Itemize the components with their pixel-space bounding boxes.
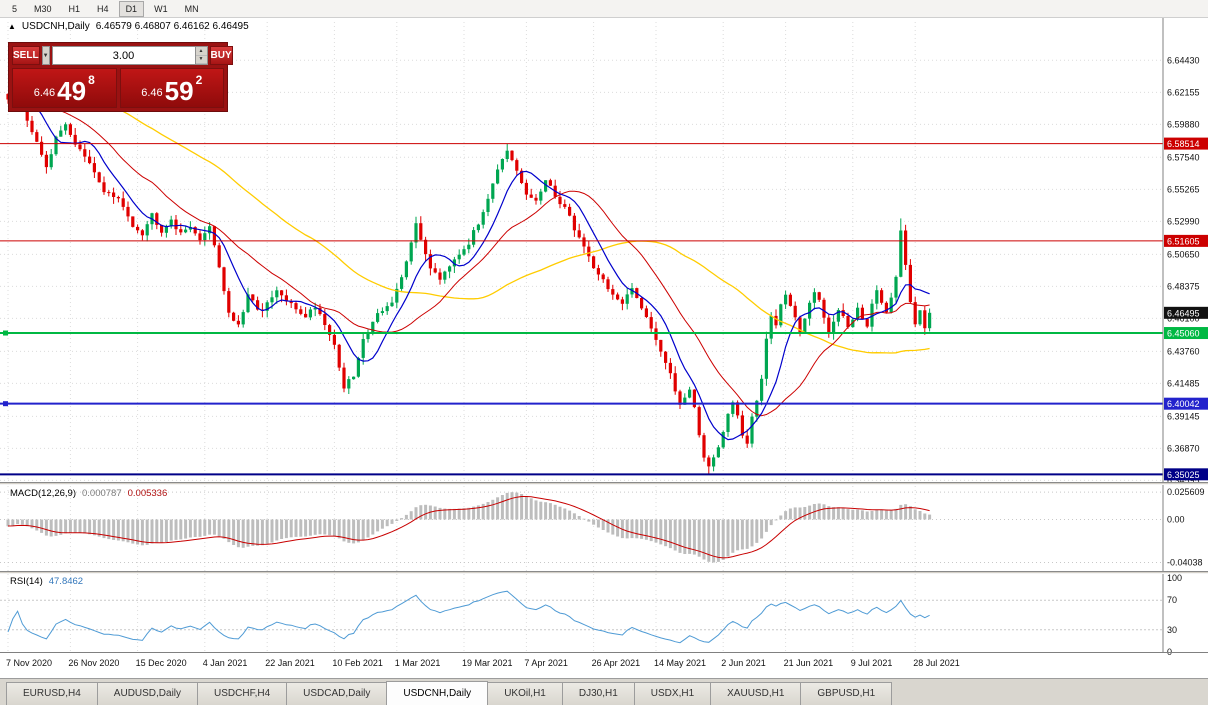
volume-input[interactable] [52,47,195,64]
timeframe-toolbar: 5 M30 H1 H4 D1 W1 MN [0,0,1208,18]
candles-layer [6,68,932,474]
svg-text:100: 100 [1167,573,1182,583]
buy-price-point: 2 [195,73,203,87]
symbol-tabs: EURUSD,H4 AUDUSD,Daily USDCHF,H4 USDCAD,Dai… [0,678,1208,705]
volume-increase-button[interactable]: ▲ [195,47,207,56]
tab-eurusd[interactable]: EURUSD,H4 [6,682,98,705]
svg-text:6.64430: 6.64430 [1167,55,1200,65]
svg-text:7 Apr 2021: 7 Apr 2021 [524,658,568,668]
svg-text:22 Jan 2021: 22 Jan 2021 [265,658,315,668]
svg-text:28 Jul 2021: 28 Jul 2021 [913,658,960,668]
timeframe-button-5[interactable]: 5 [5,1,24,17]
timeframe-button-mn[interactable]: MN [178,1,206,17]
svg-text:6.58514: 6.58514 [1167,139,1200,149]
svg-text:26 Apr 2021: 26 Apr 2021 [592,658,641,668]
sell-price-display[interactable]: 6.46 49 8 [12,68,117,108]
buy-price-prefix: 6.46 [141,87,163,99]
svg-text:6.45060: 6.45060 [1167,329,1200,339]
timeframe-button-m30[interactable]: M30 [27,1,59,17]
svg-text:15 Dec 2020: 15 Dec 2020 [136,658,187,668]
svg-text:10 Feb 2021: 10 Feb 2021 [332,658,383,668]
tab-usdcnh[interactable]: USDCNH,Daily [386,681,489,705]
svg-text:6.34595: 6.34595 [1167,475,1200,485]
tab-ukoil[interactable]: UKOil,H1 [487,682,563,705]
one-click-trading-panel: SELL ▼ ▲ ▼ BUY 6.46 49 8 6.46 59 [8,42,233,112]
svg-text:2 Jun 2021: 2 Jun 2021 [721,658,766,668]
rsi-name: RSI(14) [10,576,43,587]
buy-button[interactable]: BUY [209,46,233,65]
volume-dropdown-button[interactable]: ▼ [41,46,50,65]
svg-text:6.52990: 6.52990 [1167,216,1200,226]
svg-text:21 Jun 2021: 21 Jun 2021 [784,658,834,668]
svg-text:4 Jan 2021: 4 Jan 2021 [203,658,248,668]
svg-text:6.39145: 6.39145 [1167,411,1200,421]
svg-text:6.43760: 6.43760 [1167,346,1200,356]
svg-text:0.025609: 0.025609 [1167,487,1205,497]
svg-text:6.51605: 6.51605 [1167,236,1200,246]
sell-button[interactable]: SELL [12,46,40,65]
macd-label: MACD(12,26,9) 0.000787 0.005336 [10,488,167,499]
rsi-label: RSI(14) 47.8462 [10,576,83,587]
moving-averages-layer [7,67,930,441]
svg-text:70: 70 [1167,595,1177,605]
svg-text:6.46495: 6.46495 [1167,308,1200,318]
sell-price-pips: 49 [57,76,87,106]
svg-text:1 Mar 2021: 1 Mar 2021 [395,658,441,668]
svg-text:-0.04038: -0.04038 [1167,558,1203,568]
svg-text:9 Jul 2021: 9 Jul 2021 [851,658,893,668]
chart-symbol-period: USDCNH,Daily [21,21,90,32]
svg-text:6.50650: 6.50650 [1167,249,1200,259]
svg-text:6.59880: 6.59880 [1167,119,1200,129]
svg-text:6.57540: 6.57540 [1167,152,1200,162]
svg-text:7 Nov 2020: 7 Nov 2020 [6,658,52,668]
chart-title: ▲ USDCNH,Daily 6.46579 6.46807 6.46162 6… [8,21,249,32]
time-axis[interactable]: 7 Nov 2020 26 Nov 2020 15 Dec 2020 4 Jan 20… [0,652,1208,678]
tab-usdcad[interactable]: USDCAD,Daily [286,682,388,705]
tab-usdx[interactable]: USDX,H1 [633,682,712,705]
rsi-value: 47.8462 [48,576,84,587]
tab-usdchf[interactable]: USDCHF,H4 [197,682,288,705]
macd-name: MACD(12,26,9) [10,488,76,499]
volume-field: ▲ ▼ [51,46,208,65]
volume-stepper: ▲ ▼ [194,47,207,64]
timeframe-button-d1[interactable]: D1 [118,0,145,17]
svg-text:19 Mar 2021: 19 Mar 2021 [462,658,513,668]
tab-gbpusd[interactable]: GBPUSD,H1 [800,682,893,705]
tab-xauusd[interactable]: XAUUSD,H1 [710,682,802,705]
svg-text:30: 30 [1167,625,1177,635]
macd-signal-value: 0.005336 [127,488,168,499]
timeframe-button-h1[interactable]: H1 [62,1,88,17]
one-click-panel-toggle-icon[interactable]: ▲ [8,21,16,31]
timeframe-button-w1[interactable]: W1 [147,1,175,17]
price-axis[interactable]: 6.64430 6.62155 6.59880 6.57540 6.55265 6.529… [1162,18,1208,678]
svg-text:26 Nov 2020: 26 Nov 2020 [68,658,119,668]
svg-text:6.62155: 6.62155 [1167,87,1200,97]
horizontal-lines-layer[interactable] [0,143,1163,476]
rsi-pane-layer [0,590,1163,644]
sell-price-point: 8 [88,73,95,87]
chart-canvas[interactable]: 7 Nov 2020 26 Nov 2020 15 Dec 2020 4 Jan 20… [0,18,1208,678]
svg-text:6.55265: 6.55265 [1167,184,1200,194]
chart-ohlc-values: 6.46579 6.46807 6.46162 6.46495 [95,21,249,32]
buy-price-pips: 59 [164,76,194,106]
grid-layer [0,22,1163,652]
svg-text:0.00: 0.00 [1167,514,1185,524]
macd-pane-layer [0,491,1163,564]
macd-main-value: 0.000787 [82,488,122,499]
tab-dj30[interactable]: DJ30,H1 [561,682,635,705]
volume-decrease-button[interactable]: ▼ [195,55,207,64]
svg-text:6.36870: 6.36870 [1167,443,1200,453]
buy-price-display[interactable]: 6.46 59 2 [119,68,224,108]
sell-price-prefix: 6.46 [33,87,56,99]
chart-window: 7 Nov 2020 26 Nov 2020 15 Dec 2020 4 Jan 20… [0,18,1208,678]
pane-separators[interactable] [0,482,1208,653]
svg-text:14 May 2021: 14 May 2021 [654,658,706,668]
tab-audusd[interactable]: AUDUSD,Daily [96,682,199,705]
svg-text:6.35025: 6.35025 [1167,470,1200,480]
chevron-down-icon: ▼ [42,52,49,59]
svg-text:6.41485: 6.41485 [1167,378,1200,388]
timeframe-button-h4[interactable]: H4 [90,1,116,17]
svg-text:6.48375: 6.48375 [1167,281,1200,291]
svg-text:6.40042: 6.40042 [1167,399,1200,409]
